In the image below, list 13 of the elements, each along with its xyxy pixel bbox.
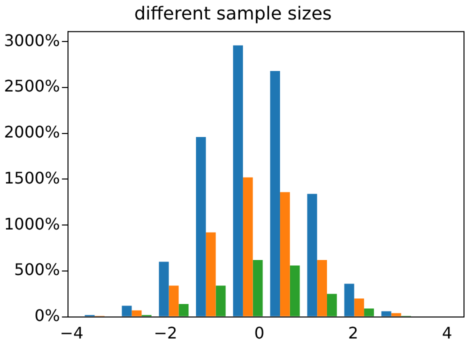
y-tick-label: 1500% (4, 168, 60, 188)
y-tick-label: 1000% (4, 214, 60, 234)
x-tick-label: −4 (60, 324, 84, 343)
y-tick-label: 2000% (4, 122, 60, 142)
y-tick-label: 3000% (4, 30, 60, 50)
y-tick-label: 500% (14, 260, 60, 280)
chart-title: different sample sizes (134, 3, 332, 24)
x-tick-label: 0 (254, 324, 264, 343)
x-tick-label: 2 (348, 324, 358, 343)
x-tick-label: 4 (442, 324, 452, 343)
x-tick-label: −2 (154, 324, 178, 343)
y-tick-label: 0% (34, 306, 60, 325)
y-tick-label: 2500% (4, 76, 60, 96)
